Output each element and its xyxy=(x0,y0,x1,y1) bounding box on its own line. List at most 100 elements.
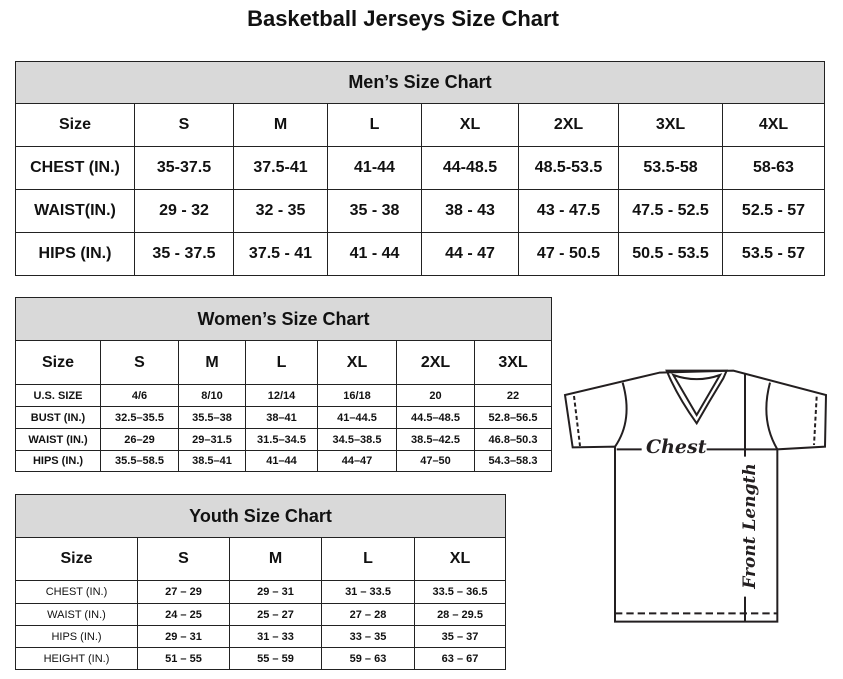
cell: 3XL xyxy=(473,340,553,385)
cell: 12/14 xyxy=(245,384,318,407)
cell: 31 – 33.5 xyxy=(321,580,415,604)
cell: 52.8–56.5 xyxy=(473,406,553,429)
youth-heading: Youth Size Chart xyxy=(14,494,507,538)
cell: 37.5 - 41 xyxy=(233,232,328,276)
womens-size-table: Women’s Size Chart Size S M L XL 2XL 3XL U.S. SI… xyxy=(14,297,553,472)
cell: 52.5 - 57 xyxy=(722,189,825,233)
row-label: BUST (IN.) xyxy=(15,406,101,429)
row-label: HIPS (IN.) xyxy=(15,450,101,472)
cell: 47–50 xyxy=(396,450,475,472)
row-label: Size xyxy=(15,103,135,147)
cell: 47.5 - 52.5 xyxy=(618,189,723,233)
cell: 35.5–38 xyxy=(178,406,246,429)
table-row: HIPS (IN.) 29 – 31 31 – 33 33 – 35 35 – 37 xyxy=(15,625,507,648)
cell: 38.5–42.5 xyxy=(396,428,475,451)
cell: 22 xyxy=(473,384,553,407)
row-label: Size xyxy=(15,340,101,385)
cell: 33.5 – 36.5 xyxy=(413,580,507,604)
cell: 27 – 29 xyxy=(137,580,230,604)
table-row: HIPS (IN.) 35 - 37.5 37.5 - 41 41 - 44 44 - … xyxy=(15,232,825,276)
page-title: Basketball Jerseys Size Chart xyxy=(247,6,559,31)
cell: 28 – 29.5 xyxy=(413,603,507,626)
table-row: Size S M L XL 2XL 3XL xyxy=(15,340,553,385)
women-heading: Women’s Size Chart xyxy=(14,297,553,341)
cell: 33 – 35 xyxy=(321,625,415,648)
cell: L xyxy=(245,340,318,385)
cell: 43 - 47.5 xyxy=(518,189,619,233)
front-length-label: Front Length xyxy=(740,463,760,589)
cell: S xyxy=(137,537,230,581)
row-label: WAIST (IN.) xyxy=(15,428,101,451)
row-label: U.S. SIZE xyxy=(15,384,101,407)
cell: XL xyxy=(413,537,507,581)
cell: 27 – 28 xyxy=(321,603,415,626)
table-row: Size S M L XL xyxy=(15,537,507,581)
row-label: CHEST (IN.) xyxy=(15,580,138,604)
cell: 58-63 xyxy=(722,146,825,190)
cell: 44 - 47 xyxy=(421,232,519,276)
cell: 44–47 xyxy=(317,450,397,472)
cell: 32 - 35 xyxy=(233,189,328,233)
chest-label: Chest xyxy=(646,436,707,458)
cell: 38.5–41 xyxy=(178,450,246,472)
cell: 32.5–35.5 xyxy=(100,406,179,429)
row-label: CHEST (IN.) xyxy=(15,146,135,190)
cell: 35 - 38 xyxy=(327,189,422,233)
cell: 41–44 xyxy=(245,450,318,472)
cell: 35-37.5 xyxy=(134,146,234,190)
row-label: WAIST(IN.) xyxy=(15,189,135,233)
cell: 53.5 - 57 xyxy=(722,232,825,276)
cell: 50.5 - 53.5 xyxy=(618,232,723,276)
cell: 34.5–38.5 xyxy=(317,428,397,451)
men-heading: Men’s Size Chart xyxy=(15,61,825,104)
table-row: CHEST (IN.) 35-37.5 37.5-41 41-44 44-48.5 48.… xyxy=(15,146,825,190)
cell: L xyxy=(321,537,415,581)
cell: 47 - 50.5 xyxy=(518,232,619,276)
cell: 4XL xyxy=(722,103,825,147)
cell: 59 – 63 xyxy=(321,647,415,670)
row-label: HIPS (IN.) xyxy=(15,625,138,648)
table-row: HIPS (IN.) 35.5–58.5 38.5–41 41–44 44–47 47–5… xyxy=(15,450,553,472)
cell: 38 - 43 xyxy=(421,189,519,233)
cell: 29–31.5 xyxy=(178,428,246,451)
cell: XL xyxy=(317,340,397,385)
table-row: WAIST(IN.) 29 - 32 32 - 35 35 - 38 38 - 43 43… xyxy=(15,189,825,233)
cell: 26–29 xyxy=(100,428,179,451)
cell: 44.5–48.5 xyxy=(396,406,475,429)
table-row: U.S. SIZE 4/6 8/10 12/14 16/18 20 22 xyxy=(15,384,553,407)
cell: 29 – 31 xyxy=(137,625,230,648)
cell: 2XL xyxy=(518,103,619,147)
cell: 20 xyxy=(396,384,475,407)
row-label: WAIST (IN.) xyxy=(15,603,138,626)
t-shirt-diagram-icon xyxy=(563,369,828,623)
cell: 35 - 37.5 xyxy=(134,232,234,276)
cell: 29 - 32 xyxy=(134,189,234,233)
youth-size-table: Youth Size Chart Size S M L XL CHEST (IN.) 27 –… xyxy=(14,494,507,670)
cell: 31.5–34.5 xyxy=(245,428,318,451)
cell: 38–41 xyxy=(245,406,318,429)
table-row: HEIGHT (IN.) 51 – 55 55 – 59 59 – 63 63 – 67 xyxy=(15,647,507,670)
cell: 53.5-58 xyxy=(618,146,723,190)
cell: 29 – 31 xyxy=(229,580,322,604)
table-row: WAIST (IN.) 24 – 25 25 – 27 27 – 28 28 – 29.… xyxy=(15,603,507,626)
cell: 24 – 25 xyxy=(137,603,230,626)
cell: 3XL xyxy=(618,103,723,147)
cell: 35.5–58.5 xyxy=(100,450,179,472)
cell: M xyxy=(233,103,328,147)
cell: 2XL xyxy=(396,340,475,385)
cell: S xyxy=(100,340,179,385)
cell: 54.3–58.3 xyxy=(473,450,553,472)
cell: M xyxy=(178,340,246,385)
cell: 37.5-41 xyxy=(233,146,328,190)
cell: 46.8–50.3 xyxy=(473,428,553,451)
cell: S xyxy=(134,103,234,147)
table-row: WAIST (IN.) 26–29 29–31.5 31.5–34.5 34.5–38.… xyxy=(15,428,553,451)
table-row: Size S M L XL 2XL 3XL 4XL xyxy=(15,103,825,147)
cell: 31 – 33 xyxy=(229,625,322,648)
cell: L xyxy=(327,103,422,147)
cell: M xyxy=(229,537,322,581)
cell: 41-44 xyxy=(327,146,422,190)
cell: 63 – 67 xyxy=(413,647,507,670)
cell: 25 – 27 xyxy=(229,603,322,626)
cell: 41–44.5 xyxy=(317,406,397,429)
